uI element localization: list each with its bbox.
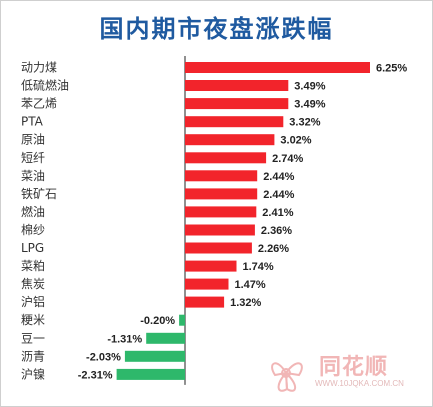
value-label: 3.49% xyxy=(294,99,325,111)
category-label: 豆一 xyxy=(21,331,45,345)
bar xyxy=(185,278,229,290)
bar xyxy=(185,242,252,254)
value-label: 3.32% xyxy=(289,117,320,129)
flower-logo-icon xyxy=(271,362,303,392)
bar xyxy=(185,188,258,200)
category-label: 菜粕 xyxy=(21,258,45,273)
value-label: 1.47% xyxy=(235,279,266,291)
category-label: 动力煤 xyxy=(21,61,57,75)
category-label: LPG xyxy=(21,241,44,255)
bar xyxy=(179,314,185,326)
bar xyxy=(185,170,258,182)
value-label: 2.44% xyxy=(263,189,294,201)
value-label: -2.31% xyxy=(78,369,113,381)
value-label: -1.31% xyxy=(107,333,142,345)
category-label: 燃油 xyxy=(21,204,45,219)
bar xyxy=(185,296,225,308)
value-label: 1.32% xyxy=(230,297,261,309)
bar xyxy=(185,116,284,128)
category-label: 焦炭 xyxy=(21,277,45,291)
value-label: 2.41% xyxy=(262,207,293,219)
category-label: 粳米 xyxy=(21,313,45,327)
bar xyxy=(185,224,255,236)
bar xyxy=(185,206,257,218)
watermark-url: WWW.10JQKA.COM.CN xyxy=(315,379,404,388)
category-label: 棉纱 xyxy=(21,223,45,237)
bar xyxy=(185,62,370,73)
category-label: 低硫燃油 xyxy=(21,78,69,93)
value-label: -2.03% xyxy=(86,351,121,363)
bar xyxy=(185,98,289,110)
value-label: -0.20% xyxy=(140,315,175,327)
category-label: 短纤 xyxy=(21,151,45,165)
category-label: 沥青 xyxy=(21,349,45,363)
chart-title: 国内期市夜盘涨跌幅 xyxy=(99,14,334,43)
value-label: 3.02% xyxy=(280,135,311,147)
value-label: 2.26% xyxy=(258,243,289,255)
category-label: 沪铝 xyxy=(21,294,45,309)
value-label: 6.25% xyxy=(376,63,407,75)
value-label: 2.36% xyxy=(261,225,292,237)
category-label: 菜油 xyxy=(21,169,45,183)
value-label: 2.44% xyxy=(263,171,294,183)
bar xyxy=(116,368,185,380)
category-label: 苯乙烯 xyxy=(21,97,57,111)
bar xyxy=(185,152,267,164)
value-label: 1.74% xyxy=(243,261,274,273)
bar xyxy=(185,80,289,91)
watermark-brand: 同花顺 xyxy=(319,355,389,380)
watermark: 同花顺 WWW.10JQKA.COM.CN xyxy=(257,345,427,401)
bar xyxy=(124,350,185,362)
category-label: 沪镍 xyxy=(21,367,45,381)
category-label: 铁矿石 xyxy=(21,187,57,201)
bar xyxy=(185,134,275,146)
value-label: 2.74% xyxy=(272,153,303,165)
bar xyxy=(185,260,237,272)
value-label: 3.49% xyxy=(294,81,325,93)
bar xyxy=(146,332,185,344)
category-label: 原油 xyxy=(21,133,45,147)
category-label: PTA xyxy=(21,115,44,129)
